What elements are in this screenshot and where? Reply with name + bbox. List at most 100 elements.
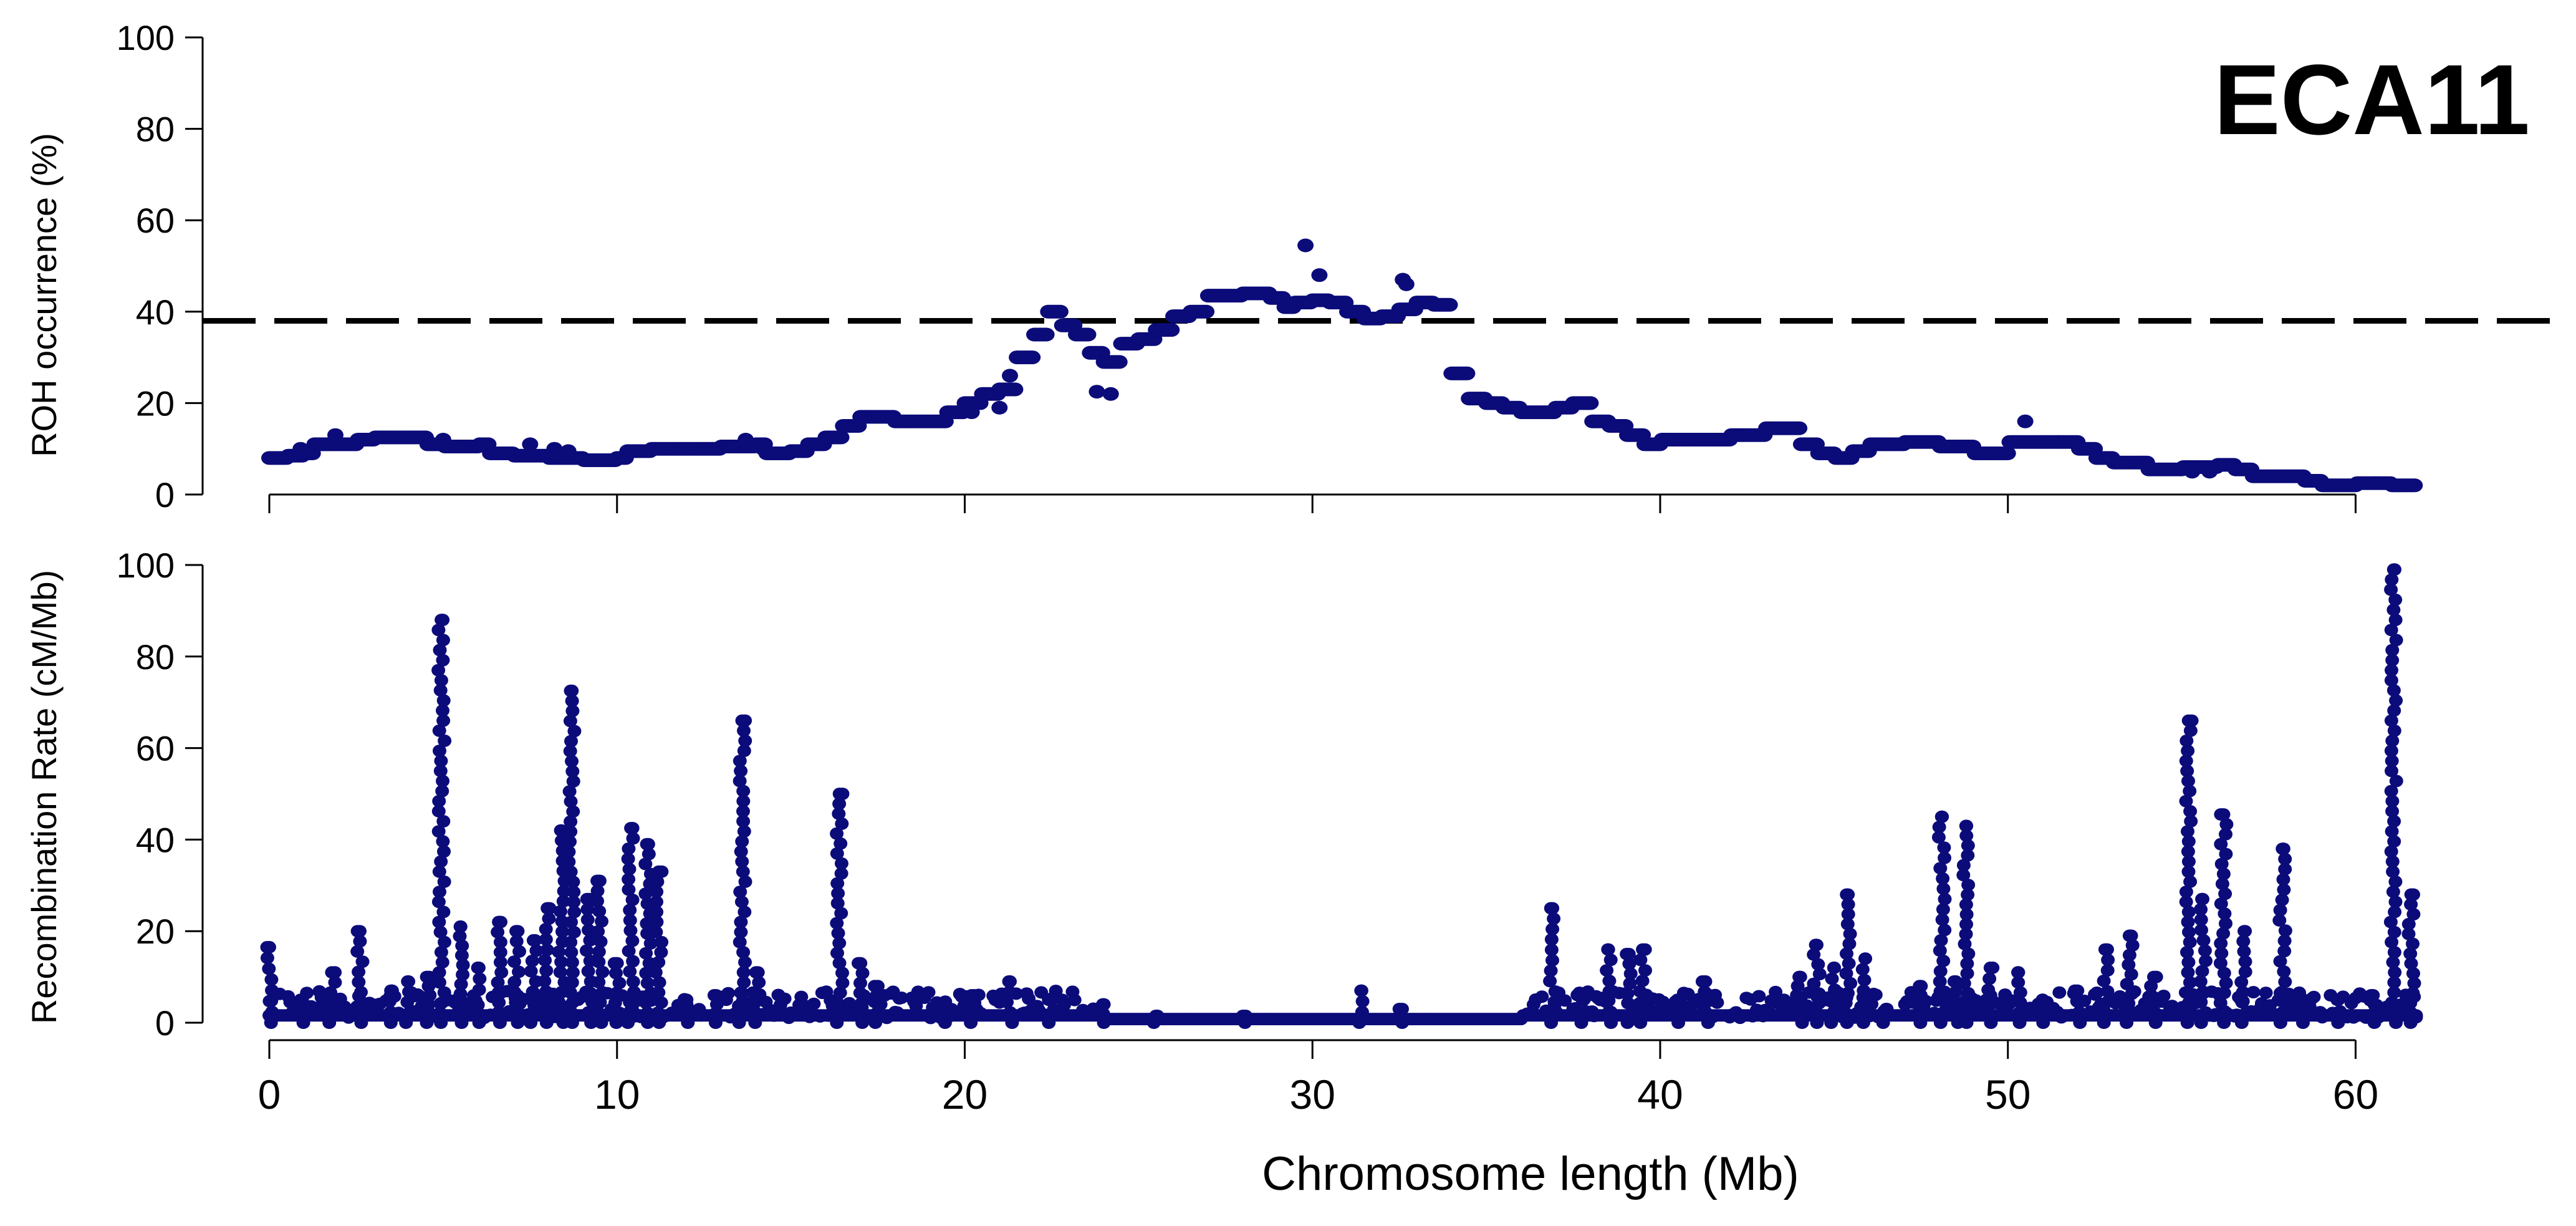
recombination-point: [567, 925, 581, 939]
recombination-point: [431, 895, 446, 909]
recombination-point: [2178, 986, 2193, 999]
recombination-point: [622, 883, 636, 896]
roh-point: [1102, 387, 1119, 401]
roh-panel: ROH occurrence (%) 0 20 40 60 80 100: [24, 18, 2556, 514]
recombination-point: [749, 1006, 763, 1019]
recombination-point: [2385, 573, 2399, 586]
recombination-point: [708, 1016, 723, 1029]
recombination-point: [2180, 1016, 2194, 1029]
roh-point: [522, 437, 539, 451]
recombination-point: [579, 985, 594, 998]
recombination-point: [491, 986, 506, 999]
recombination-point: [563, 986, 577, 999]
recombination-point: [352, 975, 366, 988]
recombination-point: [524, 1016, 538, 1029]
recombination-point: [1633, 985, 1647, 998]
recombination-point: [733, 775, 747, 788]
recombination-point: [627, 985, 641, 998]
recombination-point: [681, 1016, 695, 1029]
recombination-point: [529, 996, 543, 1008]
recombination-peak-point: [471, 961, 485, 974]
recombination-point: [433, 745, 446, 757]
recombination-point: [1625, 1006, 1639, 1020]
recombination-point: [2401, 927, 2416, 940]
recombination-point: [539, 985, 553, 998]
recombination-point: [2181, 915, 2195, 929]
recombination-peak-point: [2386, 563, 2401, 576]
recombination-point: [432, 724, 446, 737]
roh-point: [1297, 238, 1314, 253]
recombination-point: [2277, 883, 2291, 896]
recombination-point: [734, 845, 748, 858]
rec-y-tick-label: 80: [136, 637, 175, 677]
recombination-peak-point: [1577, 993, 1591, 1006]
recombination-point: [2183, 804, 2198, 818]
recombination-point: [539, 933, 553, 946]
recombination-point: [736, 815, 751, 828]
recombination-point: [431, 664, 446, 677]
recombination-point: [650, 875, 665, 888]
recombination-point: [1931, 831, 1946, 844]
recombination-point: [1843, 977, 1858, 990]
roh-y-tick-label: 80: [136, 110, 175, 149]
recombination-point: [453, 987, 468, 1000]
recombination-point: [736, 794, 751, 808]
recombination-point: [468, 1005, 482, 1018]
recombination-point: [1842, 937, 1857, 950]
recombination-point: [1959, 908, 1974, 921]
recombination-point: [1956, 869, 1971, 882]
recombination-point: [1352, 1016, 1367, 1029]
recombination-point: [2179, 895, 2193, 909]
recombination-point: [1932, 821, 1946, 834]
recombination-point: [383, 1016, 398, 1029]
recombination-point: [1961, 879, 1976, 892]
recombination-point: [324, 986, 338, 999]
recombination-point: [1812, 987, 1826, 1000]
recombination-point: [830, 1016, 844, 1029]
recombination-point: [507, 975, 522, 988]
recombination-point: [453, 930, 467, 943]
recombination-point: [542, 912, 556, 925]
recombination-point: [564, 936, 578, 948]
recombination-point: [1959, 918, 1973, 931]
recombination-point: [400, 996, 415, 1008]
recombination-point: [469, 994, 483, 1007]
recombination-point: [525, 954, 539, 967]
recombination-point: [403, 1006, 416, 1019]
recombination-point: [734, 765, 748, 778]
recombination-point: [2406, 967, 2420, 980]
recombination-point: [2101, 953, 2115, 967]
recombination-point: [2331, 1016, 2345, 1029]
recombination-point: [565, 1016, 579, 1029]
recombination-point: [2384, 674, 2398, 687]
recombination-point: [580, 903, 595, 916]
recombination-point: [1003, 1006, 1017, 1019]
recombination-point: [2183, 784, 2197, 798]
recombination-point: [595, 986, 610, 999]
recombination-point: [563, 745, 577, 758]
recombination-point: [433, 886, 446, 899]
recombination-point: [830, 877, 845, 890]
recombination-peak-point: [2196, 892, 2209, 905]
recombination-point: [512, 965, 526, 978]
recombination-point: [2385, 734, 2400, 747]
rec-x-tick-label: 30: [1290, 1071, 1335, 1117]
recombination-point: [2196, 934, 2211, 947]
recombination-peak-point: [1983, 961, 1997, 974]
recombination-point: [1752, 990, 1766, 1003]
recombination-point: [1933, 944, 1947, 957]
recombination-point: [1958, 937, 1972, 950]
recombination-point: [2097, 1016, 2111, 1029]
recombination-point: [583, 934, 597, 947]
recombination-point: [643, 937, 658, 950]
recombination-point: [2389, 1016, 2403, 1029]
recombination-point: [2367, 1016, 2381, 1029]
recombination-point: [436, 905, 451, 919]
recombination-point: [736, 946, 751, 958]
recombination-peak-point: [2035, 993, 2050, 1006]
recombination-point: [1545, 922, 1560, 935]
recombination-point: [2385, 664, 2398, 677]
recombination-peak-point: [707, 989, 721, 1002]
recombination-point: [491, 976, 505, 989]
recombination-point: [1933, 965, 1948, 978]
